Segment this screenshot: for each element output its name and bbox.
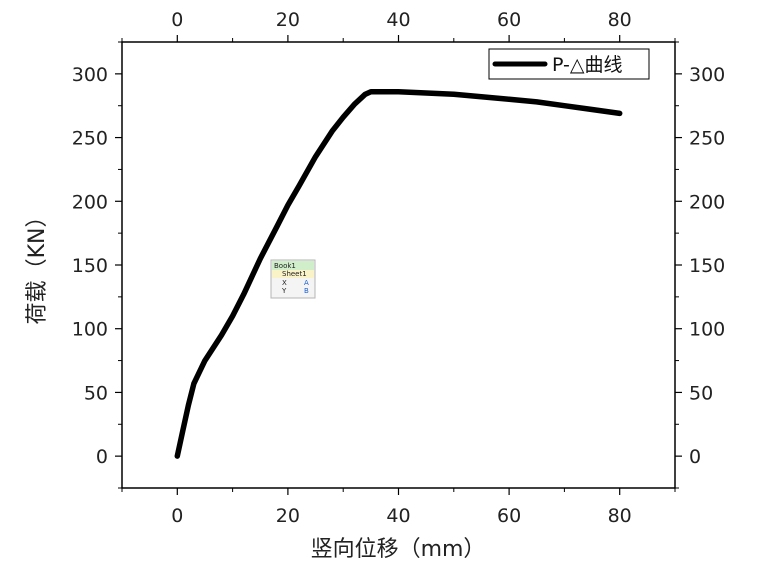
- axis-tick-labels: 0 0 20 20 40 40 60 60 80 80 0 0 50 50 100 100 150 150 200 2…: [72, 9, 726, 527]
- y-tick-label: 50: [84, 382, 108, 404]
- y-right-tick-label: 200: [689, 191, 725, 213]
- badge-col-a: A: [304, 279, 309, 287]
- x-top-tick-label: 80: [608, 9, 632, 31]
- x-top-tick-label: 0: [171, 9, 183, 31]
- badge-row-x: X: [282, 279, 287, 287]
- badge-sheet-bar: [272, 270, 314, 278]
- x-top-tick-label: 20: [276, 9, 300, 31]
- x-tick-label: 20: [276, 505, 300, 527]
- y-right-tick-label: 50: [689, 382, 713, 404]
- y-tick-label: 200: [72, 191, 108, 213]
- x-tick-label: 0: [171, 505, 183, 527]
- y-tick-label: 300: [72, 64, 108, 86]
- x-top-tick-label: 40: [386, 9, 410, 31]
- y-right-tick-label: 250: [689, 128, 725, 150]
- x-tick-label: 80: [608, 505, 632, 527]
- y-tick-label: 150: [72, 255, 108, 277]
- x-axis-title: 竖向位移（mm）: [311, 537, 486, 562]
- y-right-tick-label: 300: [689, 64, 725, 86]
- x-top-tick-label: 60: [497, 9, 521, 31]
- badge-col-b: B: [304, 287, 309, 295]
- legend: P-△曲线: [488, 48, 650, 80]
- series-layer: [174, 88, 623, 459]
- axis-ticks: [115, 35, 682, 495]
- y-right-tick-label: 0: [689, 446, 701, 468]
- y-tick-label: 100: [72, 319, 108, 341]
- badge-row-y: Y: [281, 287, 287, 295]
- badge-book-label: Book1: [274, 262, 296, 270]
- y-axis-title: 荷载（KN）: [25, 206, 50, 325]
- y-tick-label: 0: [96, 446, 108, 468]
- y-right-tick-label: 150: [689, 255, 725, 277]
- badge-sheet-label: Sheet1: [282, 270, 307, 278]
- legend-label: P-△曲线: [552, 54, 623, 76]
- badge-header: [272, 261, 314, 270]
- plot-frame: [121, 41, 676, 489]
- origin-book-badge[interactable]: Book1 Sheet1 X Y A B: [270, 259, 316, 299]
- x-tick-label: 40: [386, 505, 410, 527]
- x-tick-label: 60: [497, 505, 521, 527]
- y-tick-label: 250: [72, 128, 108, 150]
- series-line-p-delta: [174, 88, 623, 459]
- y-right-tick-label: 100: [689, 319, 725, 341]
